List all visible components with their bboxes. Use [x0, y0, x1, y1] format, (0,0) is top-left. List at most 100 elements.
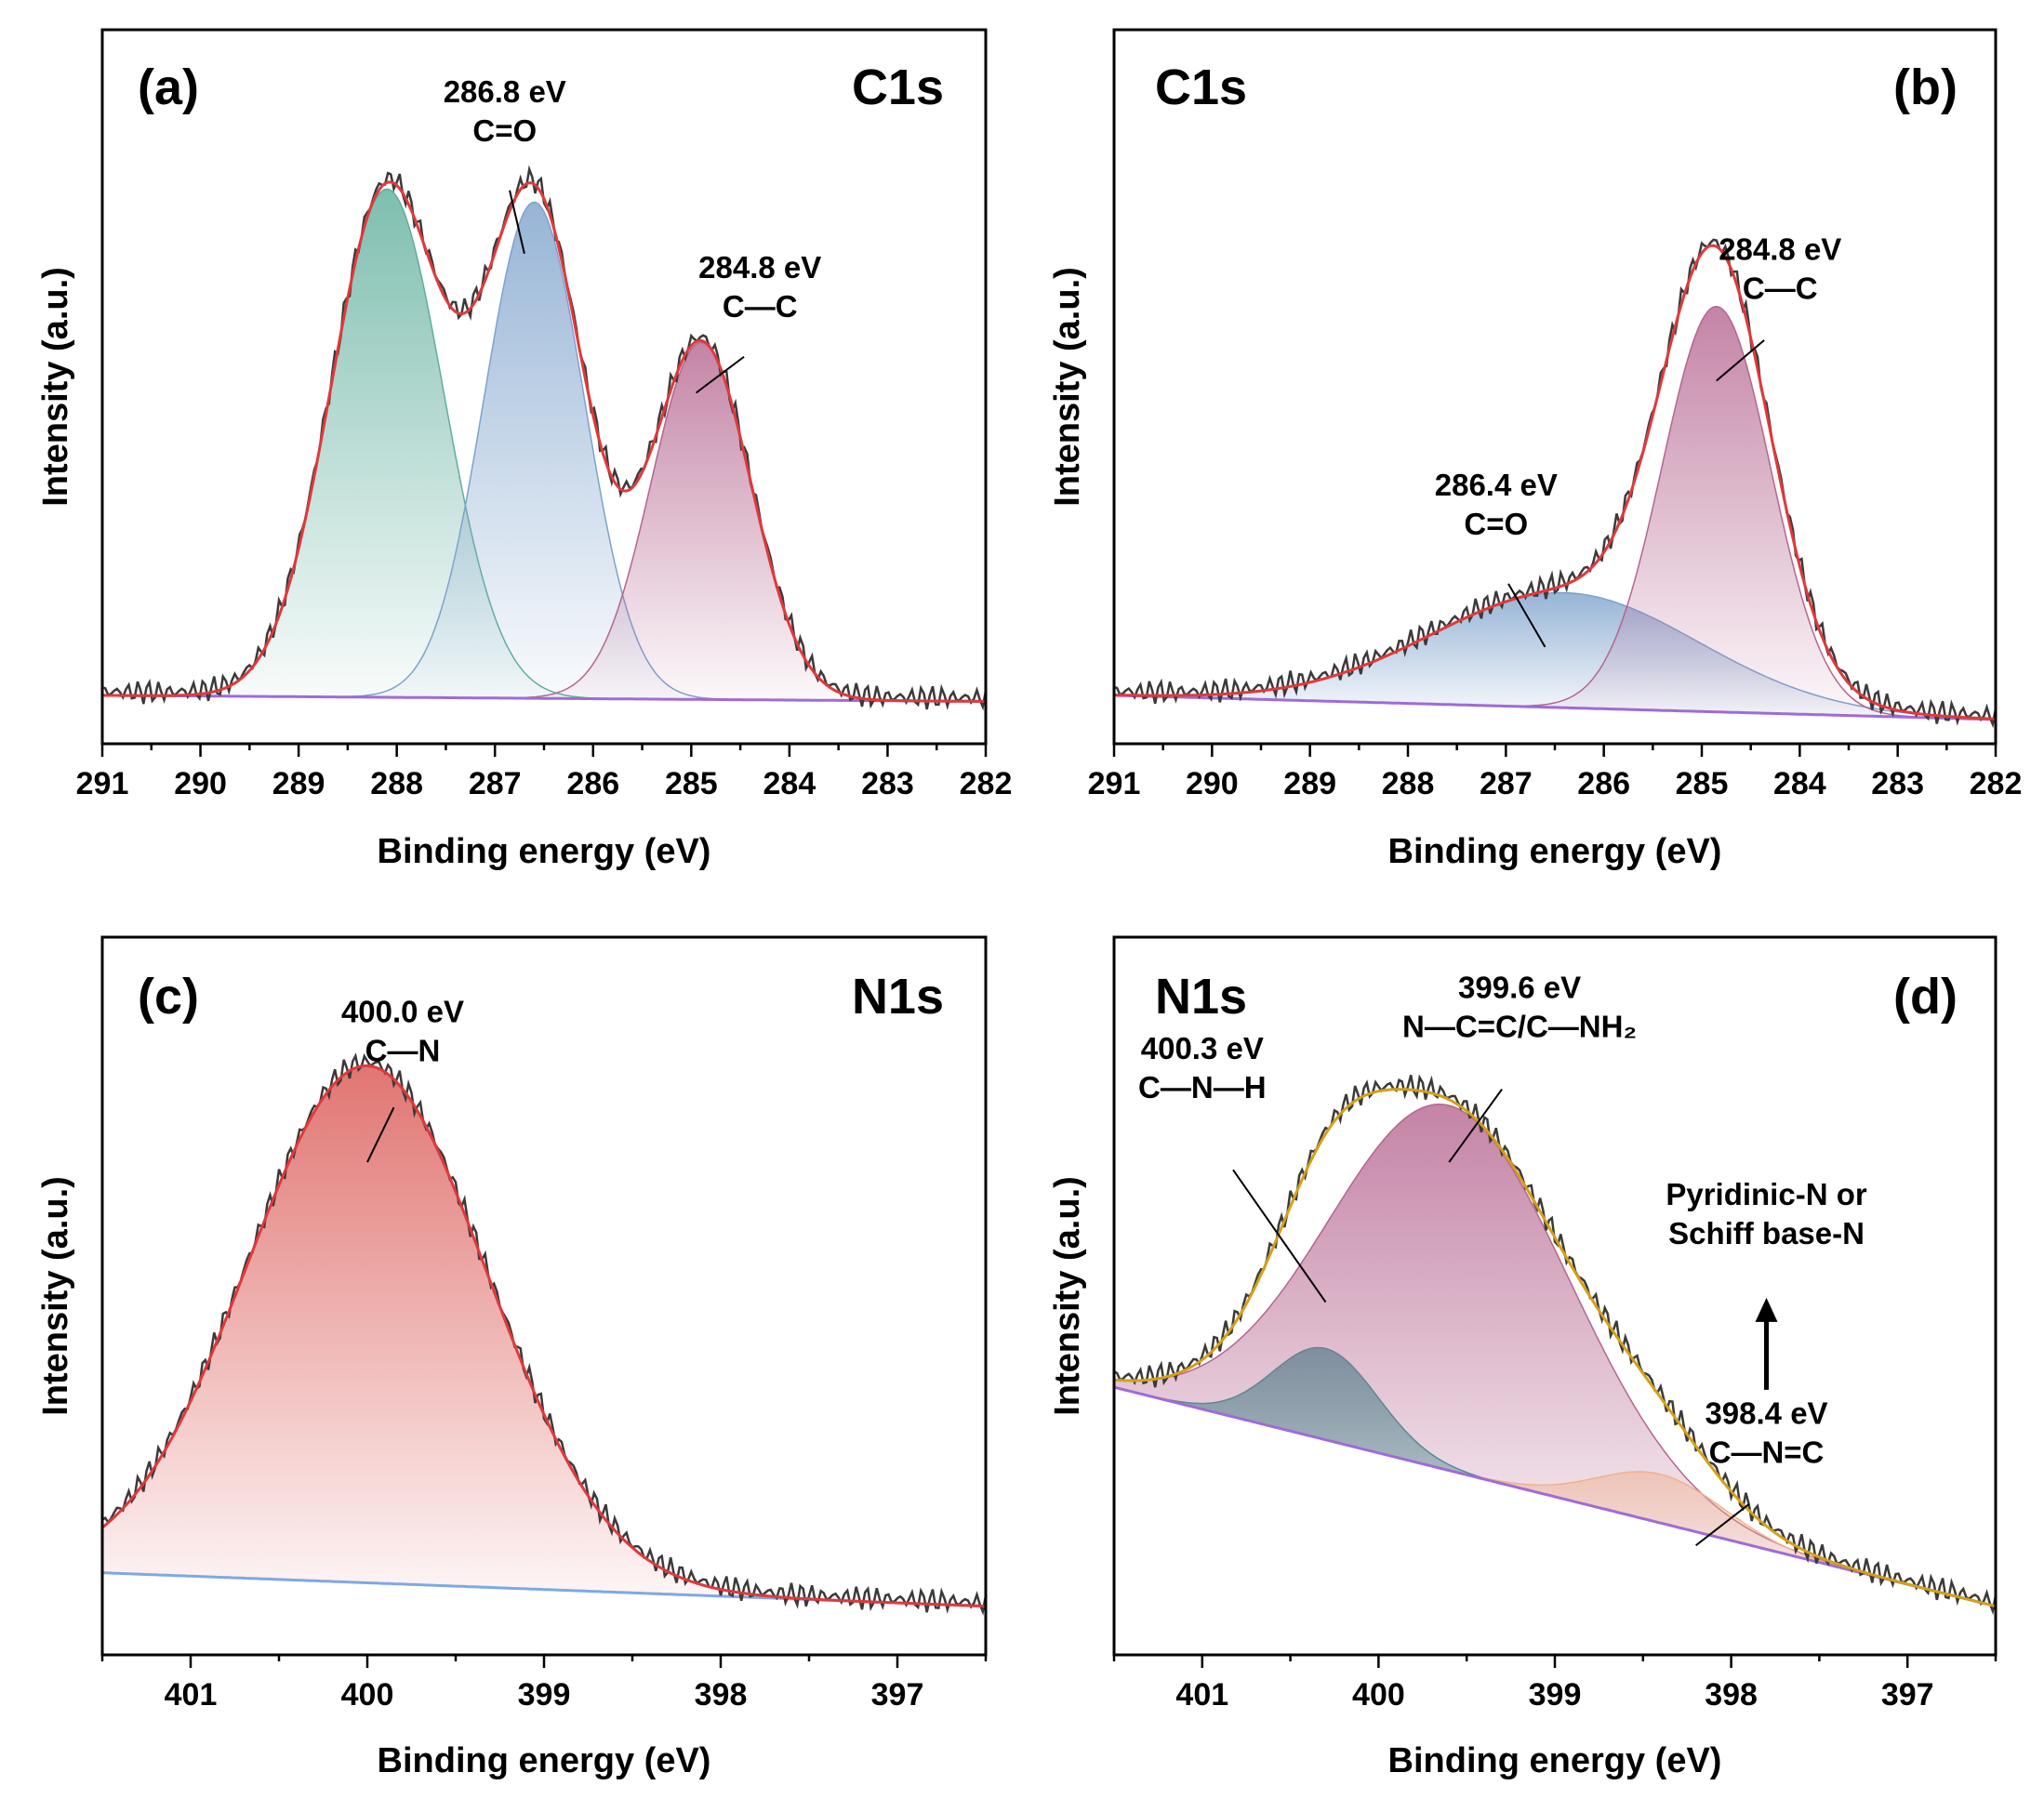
panel-d-tick-label: 400 — [1352, 1677, 1405, 1713]
panel-b-tick-label: 288 — [1382, 766, 1435, 801]
panel-b: 291 290 289 288 287 286 285 284 283 282 286.4 eV C=… — [1048, 28, 2023, 871]
panel-d-frame — [1112, 935, 1998, 1657]
panel-b-experimental-trace — [1113, 238, 1998, 729]
panel-b-annotation-text: 284.8 eV — [1719, 231, 1841, 266]
panel-b-ylabel: Intensity (a.u.) — [1048, 267, 1087, 507]
panel-a-tick-label: 291 — [76, 766, 129, 801]
panel-d: 401 400 399 398 397 400.3 eV C—N—H 399.6 eV N—C=… — [1048, 935, 1998, 1780]
panel-c-annotation-pointer — [366, 1106, 395, 1163]
panel-c-tick-label: 398 — [695, 1677, 748, 1713]
panel-c-plot: 401 400 399 398 397 400.0 eV C—N — [100, 995, 988, 1713]
panel-c-tick-label: 400 — [341, 1677, 394, 1713]
panel-b-component-0 — [1113, 591, 1997, 721]
panel-b-annotation-text: C=O — [1464, 507, 1528, 541]
panel-b-annotation-pointer — [1716, 339, 1765, 382]
panel-c-tick-label: 399 — [518, 1677, 571, 1713]
panel-a-ylabel: Intensity (a.u.) — [36, 267, 75, 507]
panel-a-annotation-pointer — [696, 355, 745, 394]
panel-a-tag: (a) — [138, 60, 199, 115]
panel-b-tick-label: 289 — [1283, 766, 1336, 801]
panel-a-core-level: C1s — [852, 60, 944, 115]
panel-d-arrow-head — [1755, 1297, 1778, 1322]
panel-b-tick-label: 286 — [1577, 766, 1630, 801]
panel-d-tag: (d) — [1893, 969, 1958, 1025]
panel-b-plot: 291 290 289 288 287 286 285 284 283 282 286.4 eV C=… — [1088, 231, 2023, 801]
panel-b-tick-label: 282 — [1970, 766, 2023, 801]
panel-c-component-0 — [101, 1065, 987, 1607]
panel-a-annotation-text: C—C — [723, 289, 798, 324]
panel-a-baseline — [101, 694, 986, 703]
panel-b-tick-label: 290 — [1186, 766, 1239, 801]
panel-b-tick-label: 283 — [1871, 766, 1924, 801]
panel-c-xlabel: Binding energy (eV) — [378, 1741, 711, 1780]
panel-a-plot: 291 290 289 288 287 286 285 284 283 282 286.8 eV C=… — [76, 74, 1013, 801]
panel-d-fit-envelope — [1113, 1088, 1997, 1608]
panel-a-tick-label: 282 — [960, 766, 1013, 801]
panel-d-experimental-trace — [1113, 1074, 1998, 1616]
panel-c-ylabel: Intensity (a.u.) — [36, 1176, 75, 1416]
panel-c-tick-label: 401 — [165, 1677, 218, 1713]
panel-b-annotation-text: C—C — [1743, 271, 1818, 305]
panel-d-tick-label: 398 — [1705, 1677, 1758, 1713]
panel-d-annotation-text: 399.6 eV — [1458, 970, 1581, 1004]
panel-a-annotation-text: 284.8 eV — [698, 250, 821, 284]
panel-a-annotation-text: C=O — [472, 113, 537, 148]
panel-a-fit-envelope — [101, 180, 986, 703]
panel-a-annotation-pointer — [509, 190, 525, 255]
panel-c-annotation-text: 400.0 eV — [341, 995, 464, 1029]
panel-b-tick-label: 284 — [1773, 766, 1826, 801]
panel-d-annotation-text: Pyridinic-N or — [1666, 1177, 1867, 1211]
panel-d-ylabel: Intensity (a.u.) — [1048, 1176, 1087, 1416]
panel-c: 401 400 399 398 397 400.0 eV C—N (c) N1s Bindi… — [36, 935, 988, 1780]
panel-c-core-level: N1s — [852, 969, 944, 1025]
panel-d-annotation-text: Schiff base-N — [1668, 1216, 1865, 1250]
panel-a-tick-label: 288 — [370, 766, 423, 801]
panel-d-annotation-pointer — [1695, 1503, 1750, 1547]
panel-a-annotation-text: 286.8 eV — [444, 74, 566, 109]
panel-a-tick-label: 289 — [272, 766, 325, 801]
panel-d-annotation-pointer — [1232, 1169, 1327, 1303]
panel-b-annotation-pointer — [1507, 583, 1546, 648]
panel-b-tick-label: 285 — [1676, 766, 1729, 801]
panel-b-tick-label: 291 — [1088, 766, 1141, 801]
panel-c-fit-envelope — [101, 1064, 987, 1608]
panel-a-tick-label: 284 — [763, 766, 816, 801]
panel-b-annotation-text: 286.4 eV — [1435, 468, 1558, 502]
panel-a-frame — [100, 28, 988, 746]
panel-a-tick-label: 287 — [469, 766, 522, 801]
panel-d-annotation-text: N—C=C/C—NH₂ — [1402, 1009, 1637, 1043]
panel-d-annotation-text: C—N=C — [1709, 1435, 1825, 1469]
panel-d-annotation-text: 400.3 eV — [1141, 1031, 1264, 1065]
panel-d-baseline — [1113, 1385, 1997, 1608]
panel-b-frame — [1112, 28, 1998, 746]
panel-b-tag: (b) — [1893, 60, 1958, 115]
panel-b-xlabel: Binding energy (eV) — [1388, 832, 1722, 871]
panel-d-tick-label: 397 — [1881, 1677, 1934, 1713]
panel-d-xlabel: Binding energy (eV) — [1388, 1741, 1722, 1780]
panel-c-experimental-trace — [101, 1052, 988, 1616]
panel-d-core-level: N1s — [1155, 969, 1247, 1025]
panel-d-tick-label: 401 — [1175, 1677, 1228, 1713]
panel-d-plot: 401 400 399 398 397 400.3 eV C—N—H 399.6 eV N—C=… — [1112, 970, 1998, 1713]
panel-b-baseline — [1113, 694, 1997, 721]
panel-c-frame — [100, 935, 988, 1657]
panel-a-experimental-trace — [101, 165, 988, 711]
panel-d-annotation-pointer — [1448, 1088, 1503, 1163]
panel-a-component-1 — [101, 201, 986, 703]
panel-b-fit-envelope — [1113, 244, 1997, 721]
panel-a-tick-label: 290 — [174, 766, 227, 801]
panel-c-tick-label: 397 — [871, 1677, 924, 1713]
panel-a-tick-label: 283 — [861, 766, 914, 801]
panel-d-tick-label: 399 — [1529, 1677, 1582, 1713]
panel-d-annotation-text: C—N—H — [1138, 1070, 1267, 1104]
panel-a-tick-label: 285 — [665, 766, 718, 801]
panel-b-tick-label: 287 — [1480, 766, 1533, 801]
panel-a: 291 290 289 288 287 286 285 284 283 282 286.8 eV C=… — [36, 28, 1013, 871]
panel-b-core-level: C1s — [1155, 60, 1247, 115]
panel-a-tick-label: 286 — [566, 766, 619, 801]
panel-c-tag: (c) — [138, 969, 199, 1025]
panel-d-annotation-text: 398.4 eV — [1705, 1395, 1827, 1430]
panel-c-annotation-text: C—N — [365, 1034, 441, 1068]
panel-a-xlabel: Binding energy (eV) — [378, 832, 711, 871]
